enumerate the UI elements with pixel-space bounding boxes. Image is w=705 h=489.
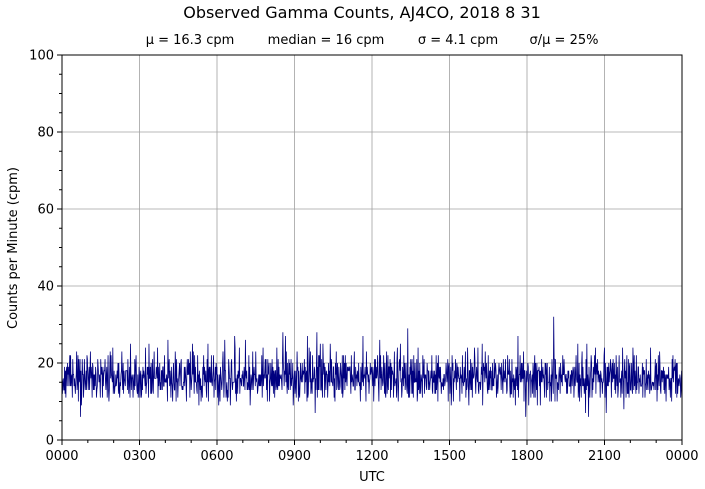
y-tick-label: 80 xyxy=(37,126,54,141)
x-tick-label: 0600 xyxy=(200,449,233,464)
y-tick-label: 0 xyxy=(46,434,54,449)
stat-mean: μ = 16.3 cpm xyxy=(146,33,235,48)
x-axis-label: UTC xyxy=(359,470,385,485)
x-tick-label: 0900 xyxy=(278,449,311,464)
x-tick-label: 1500 xyxy=(433,449,466,464)
x-tick-label: 0000 xyxy=(45,449,78,464)
x-tick-label: 0000 xyxy=(665,449,698,464)
x-tick-label: 0300 xyxy=(123,449,156,464)
y-axis: 0 20 40 60 80 100 xyxy=(29,49,62,449)
y-tick-label: 100 xyxy=(29,49,54,64)
gridlines xyxy=(62,55,682,440)
series-line xyxy=(61,316,682,417)
stat-sigma: σ = 4.1 cpm xyxy=(418,33,498,48)
chart-subtitle: μ = 16.3 cpm median = 16 cpm σ = 4.1 cpm… xyxy=(146,33,599,48)
stat-ratio: σ/μ = 25% xyxy=(530,33,599,48)
y-tick-label: 20 xyxy=(37,357,54,372)
stat-median: median = 16 cpm xyxy=(268,33,385,48)
x-axis: 0000 0300 0600 0900 1200 1500 1800 2100 0000 xyxy=(45,440,699,464)
x-tick-label: 1200 xyxy=(355,449,388,464)
chart-title: Observed Gamma Counts, AJ4CO, 2018 8 31 xyxy=(183,3,541,22)
y-tick-label: 40 xyxy=(37,280,54,295)
y-axis-label: Counts per Minute (cpm) xyxy=(6,167,21,329)
series-path xyxy=(61,316,682,417)
x-tick-label: 2100 xyxy=(588,449,621,464)
x-tick-label: 1800 xyxy=(510,449,543,464)
y-tick-label: 60 xyxy=(37,203,54,218)
